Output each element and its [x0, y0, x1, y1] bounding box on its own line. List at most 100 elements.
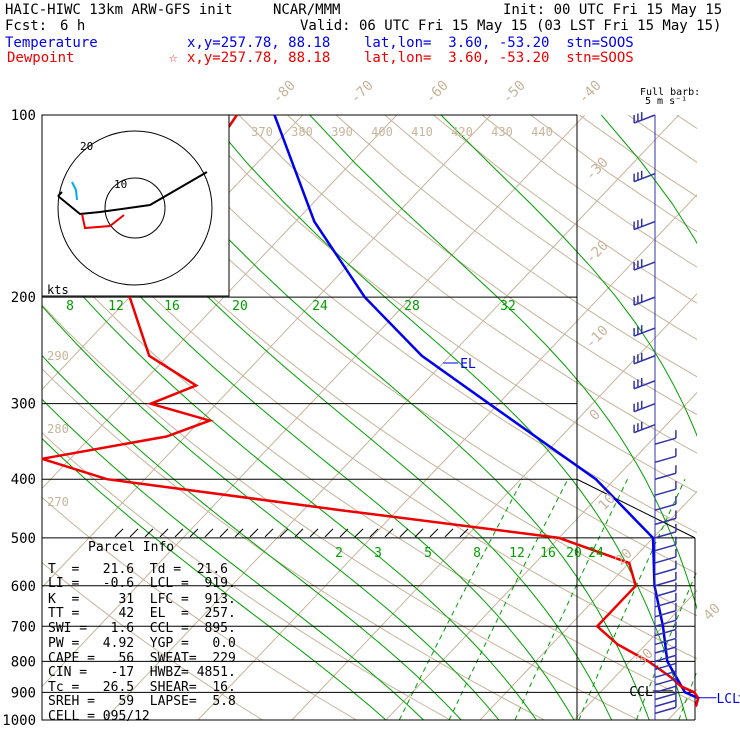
moist-adiabat [440, 115, 697, 437]
hodograph-ring [57, 130, 213, 286]
pressure-tick-label: 1000 [2, 713, 36, 729]
theta-label: 420 [451, 125, 473, 139]
isotherm [479, 490, 697, 720]
level-hatch [354, 528, 364, 538]
mixing-ratio-label: 32 [500, 299, 516, 314]
moist-adiabat [42, 354, 462, 720]
theta-label: 290 [47, 349, 69, 363]
wind-barb [654, 662, 677, 671]
dry-adiabat [432, 115, 697, 304]
wind-barb [633, 423, 656, 434]
isotherm [291, 292, 697, 720]
wind-barb [654, 437, 677, 445]
init-time: Init: 00 UTC Fri 15 May 15 [503, 2, 723, 18]
moist-adiabat [56, 115, 613, 720]
barb-legend-unit: 5 m s⁻¹ [645, 96, 688, 107]
mixing-ratio-label: 3 [374, 546, 382, 561]
ccl-marker-label: CCL [629, 685, 653, 700]
wind-barb [654, 678, 677, 686]
wind-barb [654, 531, 677, 539]
theta-label: 440 [531, 125, 553, 139]
dry-adiabat [481, 115, 697, 268]
wind-barb [633, 172, 656, 183]
moist-adiabat [123, 115, 650, 720]
wind-barb [633, 402, 656, 413]
pressure-tick-label: 700 [11, 619, 36, 635]
parcel-line: LI = -0.6 LCL = 919. [48, 576, 236, 591]
dry-adiabat [42, 240, 697, 704]
pressure-tick-label: 400 [11, 472, 36, 488]
hodograph-trace [57, 171, 208, 216]
level-hatch [204, 528, 214, 538]
hodograph-trace [57, 191, 63, 197]
isotherm [103, 115, 680, 720]
mixing-ratio-label: 24 [312, 299, 328, 314]
org-label: NCAR/MMM [273, 2, 341, 18]
wind-barb [654, 579, 677, 587]
dewpoint-location-info: x,y=257.78, 88.18 lat,lon= 3.60, -53.20 … [187, 50, 634, 66]
moist-adiabat [206, 115, 688, 720]
wind-barb [633, 296, 656, 306]
el-marker-label: EL [460, 357, 476, 372]
temperature-label: 20 [613, 546, 636, 569]
level-hatch [429, 528, 439, 538]
pressure-tick-label: 500 [11, 531, 36, 547]
moist-adiabat [42, 177, 575, 720]
parcel-line: TT = 42 EL = 257. [48, 606, 236, 621]
mixing-ratio-label: 16 [164, 299, 180, 314]
theta-label: 280 [47, 422, 69, 436]
lcl-marker-label: LCL [716, 692, 740, 707]
moist-adiabat [42, 305, 500, 720]
wind-barb [654, 619, 677, 628]
wind-barb [633, 114, 656, 124]
moist-adiabat [601, 115, 697, 245]
temperature-label: 40 [701, 601, 724, 624]
barb-legend-title: Full barb: [640, 87, 701, 98]
parcel-line: CIN = -17 HWBZ= 4851. [48, 665, 236, 680]
pressure-tick-label: 600 [11, 579, 36, 595]
forecast-label: Fcst: [5, 18, 48, 34]
pressure-tick-label: 900 [11, 685, 36, 701]
temperature-legend-label: Temperature [5, 35, 98, 51]
dry-adiabat [238, 115, 697, 454]
moist-adiabat [42, 437, 387, 720]
dewpoint-legend-label: Dewpoint [7, 50, 75, 66]
theta-label: 390 [331, 125, 353, 139]
wind-barb [654, 706, 677, 715]
wind-barb [654, 517, 677, 526]
lower-frame-edge [576, 478, 696, 539]
level-hatch [399, 528, 409, 538]
dry-adiabat [627, 115, 697, 164]
temperature-label: -40 [576, 78, 605, 107]
wind-barb [654, 628, 677, 637]
level-hatch [294, 528, 304, 538]
level-hatch [414, 528, 424, 538]
moist-adiabat [42, 247, 537, 720]
level-hatch [159, 528, 169, 538]
mixing-ratio-line [514, 478, 628, 720]
theta-label: 270 [47, 495, 69, 509]
isotherm [573, 589, 697, 720]
dry-adiabat [42, 176, 697, 660]
level-hatch [459, 528, 469, 538]
wind-barb [654, 589, 677, 598]
isotherm [42, 115, 586, 688]
wind-barb [654, 670, 677, 679]
dry-adiabat [42, 304, 639, 720]
isotherm [667, 688, 697, 720]
level-hatch [249, 528, 259, 538]
mixing-ratio-label: 16 [540, 546, 556, 561]
hodograph-box [41, 114, 230, 297]
model-title: HAIC-HIWC 13km ARW-GFS init [5, 2, 233, 18]
temperature-label: -50 [500, 78, 529, 107]
pressure-tick-label: 200 [11, 290, 36, 306]
moist-adiabat [309, 115, 697, 611]
dry-adiabat [141, 115, 697, 534]
dry-adiabat [42, 368, 545, 720]
theta-label: 410 [411, 125, 433, 139]
temperature-label: -80 [270, 78, 299, 107]
parcel-line: CELL = 095/12 [48, 709, 150, 724]
wind-barb [654, 600, 677, 608]
level-hatch [144, 528, 154, 538]
temperature-label: 10 [596, 491, 619, 514]
